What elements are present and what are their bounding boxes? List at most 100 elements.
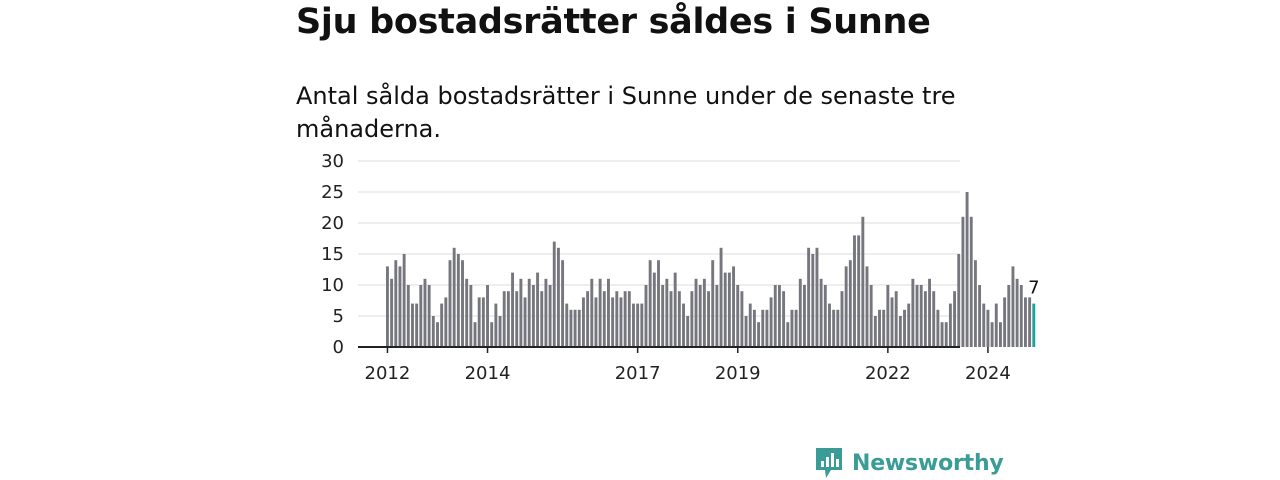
bar	[1019, 285, 1023, 347]
bar	[740, 291, 744, 347]
bar	[536, 272, 540, 347]
bar	[627, 291, 631, 347]
axes: 0 5 10 15 20 25 30 7 2012 2014 2017 2019 2022 2024	[321, 151, 1039, 384]
chart-title: Sju bostadsrätter såldes i Sunne	[296, 2, 931, 42]
bar	[982, 303, 986, 347]
bar	[919, 285, 923, 347]
bar	[857, 235, 861, 347]
bar	[623, 291, 627, 347]
bar	[752, 309, 756, 347]
bar	[990, 322, 994, 347]
bar	[903, 309, 906, 347]
bar	[765, 309, 769, 347]
bar	[1028, 297, 1032, 347]
bar	[548, 285, 552, 347]
bar	[1007, 285, 1011, 347]
bars	[386, 192, 1036, 347]
bar	[886, 285, 890, 347]
bar	[415, 303, 419, 347]
y-tick-label: 30	[321, 151, 344, 172]
bar	[481, 297, 485, 347]
bar	[590, 278, 594, 347]
last-value-label: 7	[1028, 278, 1039, 299]
bar	[598, 278, 602, 347]
bar	[723, 272, 727, 347]
bar	[461, 260, 464, 347]
bar	[427, 285, 431, 347]
bar	[498, 316, 502, 347]
x-tick-label: 2017	[615, 363, 661, 384]
newsworthy-logo-icon	[816, 448, 842, 478]
bar	[698, 285, 702, 347]
bar	[978, 285, 982, 347]
bar	[907, 303, 911, 347]
bar	[390, 278, 394, 347]
y-tick-label: 10	[321, 275, 344, 296]
bar	[431, 316, 435, 347]
bar	[853, 235, 856, 347]
bar	[911, 278, 915, 347]
bar	[573, 309, 577, 347]
bar	[777, 285, 781, 347]
bar	[423, 278, 427, 347]
bar	[644, 285, 648, 347]
bar	[594, 297, 598, 347]
bar	[973, 260, 977, 347]
bar	[465, 278, 469, 347]
bar	[757, 322, 761, 347]
bar	[577, 309, 581, 347]
bar	[761, 309, 765, 347]
y-tick-label: 15	[321, 244, 344, 265]
bar	[515, 291, 519, 347]
y-tick-label: 0	[333, 337, 344, 358]
bar	[569, 309, 573, 347]
bar	[619, 297, 623, 347]
bar	[748, 303, 752, 347]
highlighted-bar	[1032, 303, 1036, 347]
y-tick-label: 25	[321, 182, 344, 203]
bar	[552, 241, 556, 347]
bar	[744, 316, 748, 347]
bar	[844, 266, 848, 347]
bar	[823, 285, 827, 347]
bar	[965, 192, 969, 347]
bar	[519, 278, 523, 347]
bar	[473, 322, 477, 347]
bar	[790, 309, 794, 347]
bar	[869, 285, 873, 347]
bar	[707, 291, 710, 347]
bar	[611, 297, 615, 347]
bar	[565, 303, 569, 347]
x-tick-label: 2022	[865, 363, 911, 384]
bar	[673, 272, 677, 347]
bar	[602, 291, 606, 347]
bar	[477, 297, 481, 347]
bar	[523, 297, 527, 347]
bar	[936, 309, 940, 347]
bar	[894, 291, 898, 347]
bar	[1015, 278, 1019, 347]
bar	[932, 291, 936, 347]
bar	[669, 291, 673, 347]
bar	[861, 216, 865, 347]
bar	[969, 216, 973, 347]
bar	[815, 247, 819, 347]
bar	[998, 322, 1002, 347]
bar	[807, 247, 811, 347]
newsworthy-logo: Newsworthy	[814, 446, 1004, 480]
x-tick-label: 2012	[365, 363, 411, 384]
bar	[690, 291, 694, 347]
bar	[686, 316, 690, 347]
bar	[406, 285, 410, 347]
bar	[665, 278, 669, 347]
y-tick-label: 20	[321, 213, 344, 234]
bar	[890, 297, 894, 347]
bar	[727, 272, 731, 347]
bar	[782, 291, 786, 347]
bar	[994, 303, 998, 347]
bar	[794, 309, 798, 347]
bar	[657, 260, 660, 347]
bar	[986, 309, 990, 347]
bar	[469, 285, 473, 347]
bar	[527, 278, 531, 347]
